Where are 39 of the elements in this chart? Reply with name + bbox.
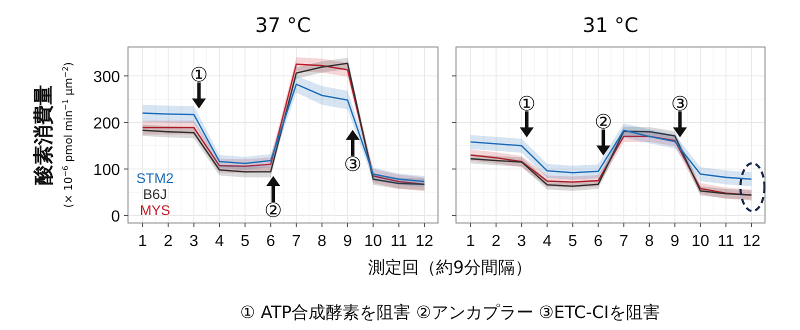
x-tick-label: 4 (542, 233, 552, 250)
text: ① ATP合成酵素を阻害 ②アンカプラー ③ETC-CIを阻害 (240, 303, 660, 323)
annotation: ③ (344, 152, 362, 176)
x-tick-label: 1 (466, 233, 476, 250)
x-tick-label: 8 (644, 233, 654, 250)
annotation: ② (594, 109, 612, 134)
annotation: ① (190, 62, 208, 86)
annotation: ③ (670, 91, 689, 116)
x-tick-label: 6 (266, 233, 276, 250)
x-tick-label: 2 (164, 233, 173, 250)
x-tick-label: 4 (215, 233, 224, 250)
chart-title: 31 °C (582, 13, 638, 37)
annotation: ② (264, 198, 282, 222)
chart-title: 37 °C (255, 13, 311, 37)
legend: STM2 B6J MYS (136, 170, 174, 218)
x-tick-label: 11 (390, 233, 408, 250)
x-tick-label: 10 (691, 233, 710, 250)
x-axis-title: 測定回（約9分間隔） (368, 258, 532, 278)
x-tick-label: 7 (292, 233, 301, 250)
x-tick-label: 5 (240, 233, 250, 250)
x-tick-label: 7 (619, 233, 628, 250)
x-tick-label: 3 (189, 233, 198, 250)
x-tick-label: 9 (670, 233, 680, 250)
x-tick-label: 10 (364, 233, 382, 250)
x-tick-label: 2 (492, 233, 501, 250)
x-tick-label: 6 (594, 233, 603, 250)
x-tick-label: 9 (343, 233, 352, 250)
x-tick-label: 12 (416, 233, 434, 250)
x-tick-label: 12 (742, 233, 760, 250)
y-tick-label: 100 (93, 162, 120, 179)
x-tick-label: 5 (568, 233, 578, 250)
y-tick-label: 200 (93, 115, 120, 132)
x-tick-label: 1 (138, 233, 148, 250)
x-tick-label: 3 (517, 233, 526, 250)
x-tick-label: 11 (718, 233, 734, 250)
y-tick-label: 300 (93, 68, 120, 86)
x-tick-label: 8 (317, 233, 326, 250)
annotation: ① (518, 91, 536, 116)
y-tick-label: 0 (111, 208, 120, 226)
